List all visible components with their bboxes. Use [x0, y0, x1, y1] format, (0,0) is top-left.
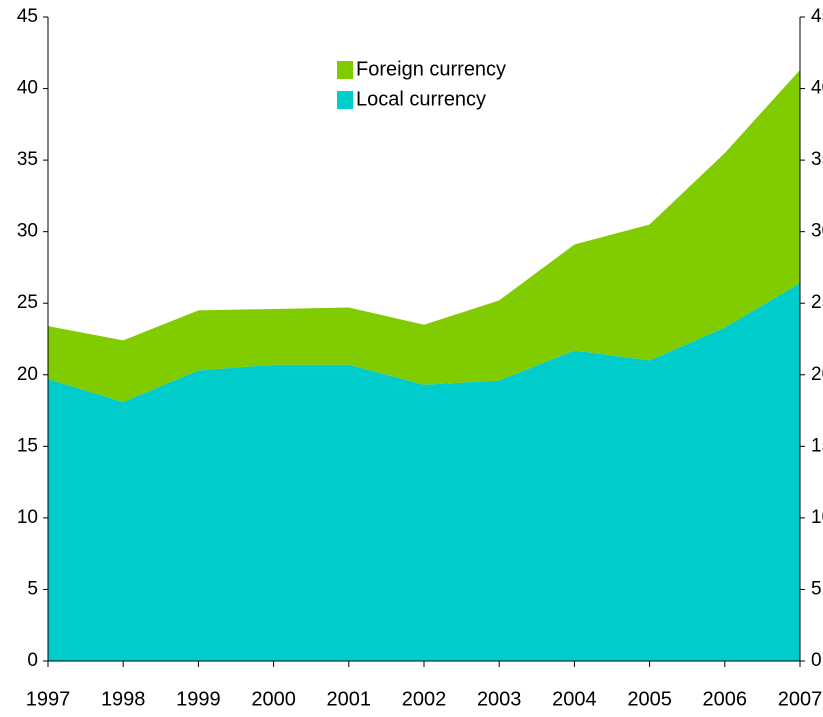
x-tick-label: 2004: [552, 688, 597, 710]
x-tick-label: 2002: [402, 688, 447, 710]
y-tick-label: 20: [17, 364, 38, 385]
y2-tick-label: 25: [811, 292, 823, 313]
y-tick-label: 45: [17, 6, 38, 27]
y-tick-label: 0: [27, 650, 38, 671]
y2-tick-label: 0: [811, 650, 822, 671]
x-tick-label: 1998: [101, 688, 146, 710]
x-tick-label: 2000: [251, 688, 296, 710]
y-tick-label: 15: [17, 435, 38, 456]
x-tick-label: 2001: [327, 688, 372, 710]
x-tick-label: 2006: [703, 688, 748, 710]
legend-swatch: [337, 91, 353, 109]
y-tick-label: 10: [17, 507, 38, 528]
x-tick-label: 1997: [26, 688, 71, 710]
y-tick-label: 30: [17, 221, 38, 242]
legend-swatch: [337, 61, 353, 79]
y-tick-label: 25: [17, 292, 38, 313]
y2-tick-label: 5: [811, 578, 822, 599]
y-tick-label: 40: [17, 78, 38, 99]
x-tick-label: 2007: [778, 688, 823, 710]
legend-label: Foreign currency: [356, 58, 506, 80]
x-tick-label: 1999: [176, 688, 221, 710]
x-tick-label: 2003: [477, 688, 522, 710]
area: [48, 283, 800, 661]
y2-tick-label: 20: [811, 364, 823, 385]
y2-tick-label: 35: [811, 149, 823, 170]
y2-tick-label: 40: [811, 78, 823, 99]
y2-tick-label: 10: [811, 507, 823, 528]
area: [48, 69, 800, 402]
x-tick-label: 2005: [627, 688, 672, 710]
legend-label: Local currency: [356, 88, 486, 110]
y2-tick-label: 15: [811, 435, 823, 456]
y2-tick-label: 30: [811, 221, 823, 242]
y-tick-label: 5: [27, 578, 38, 599]
y2-tick-label: 45: [811, 6, 823, 27]
y-tick-label: 35: [17, 149, 38, 170]
